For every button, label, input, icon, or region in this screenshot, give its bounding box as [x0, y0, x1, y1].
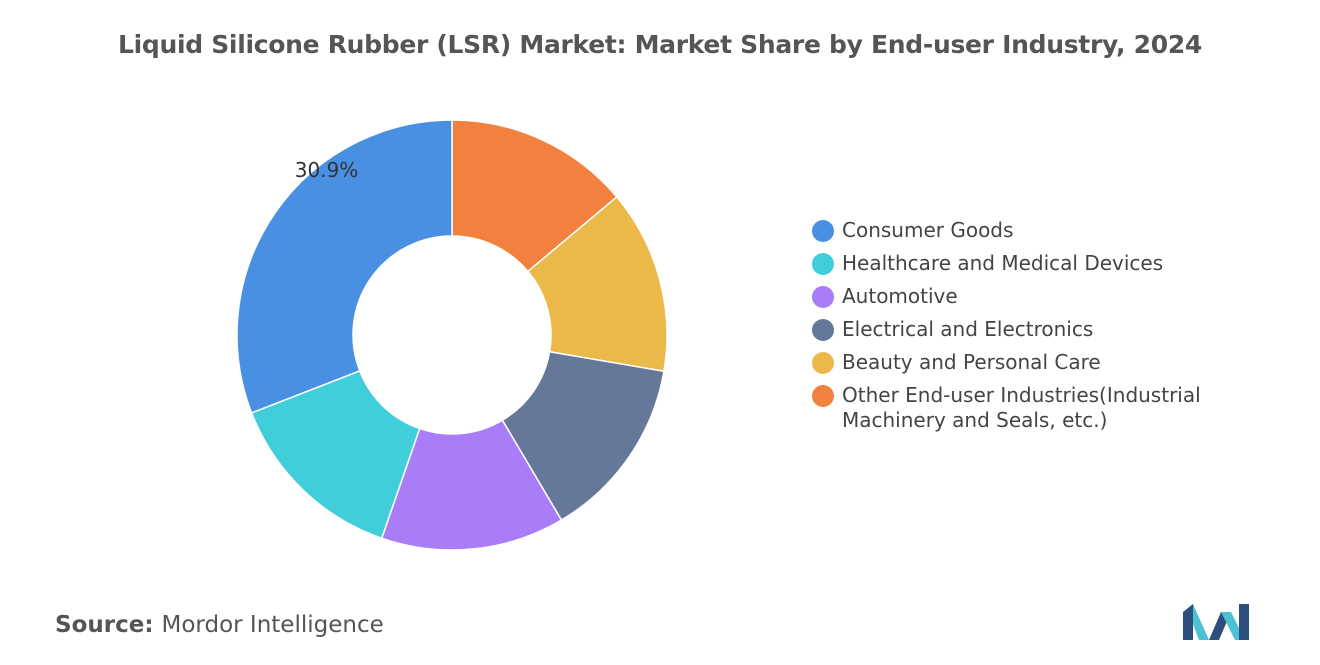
donut-slice-consumer-goods [236, 119, 453, 414]
donut-slice-other-end-user-industries-industrial-machinery-and-seals-etc [451, 119, 618, 273]
legend-swatch [812, 352, 834, 374]
donut-slice-beauty-and-personal-care [526, 195, 668, 373]
legend-swatch [812, 286, 834, 308]
legend-item: Beauty and Personal Care [812, 350, 1232, 375]
legend-label: Automotive [842, 284, 958, 308]
source-value: Mordor Intelligence [161, 612, 384, 638]
donut-data-labels: 30.9% [295, 158, 359, 182]
legend-item: Automotive [812, 284, 1232, 309]
legend-item: Other End-user Industries(Industrial Mac… [812, 383, 1232, 433]
donut-slice-healthcare-and-medical-devices [250, 369, 421, 540]
legend-swatch [812, 385, 834, 407]
legend-label: Electrical and Electronics [842, 317, 1094, 341]
legend-label: Consumer Goods [842, 218, 1014, 242]
donut-slice-automotive [380, 419, 563, 551]
mordor-intelligence-logo-icon [1183, 604, 1249, 640]
source-label: Source: [55, 612, 154, 638]
data-label-consumer-goods: 30.9% [295, 158, 359, 182]
legend-label: Beauty and Personal Care [842, 350, 1101, 374]
legend-swatch [812, 253, 834, 275]
legend-item: Electrical and Electronics [812, 317, 1232, 342]
source-note: Source: Mordor Intelligence [55, 612, 384, 638]
legend-item: Consumer Goods [812, 218, 1232, 243]
legend-swatch [812, 220, 834, 242]
legend-label: Other End-user Industries(Industrial Mac… [842, 383, 1201, 432]
chart-legend: Consumer Goods Healthcare and Medical Dev… [812, 218, 1232, 441]
donut-slice-electrical-and-electronics [501, 350, 665, 522]
donut-slices [236, 119, 668, 551]
legend-label: Healthcare and Medical Devices [842, 251, 1164, 275]
legend-item: Healthcare and Medical Devices [812, 251, 1232, 276]
chart-title: Liquid Silicone Rubber (LSR) Market: Mar… [117, 30, 1203, 59]
legend-swatch [812, 319, 834, 341]
